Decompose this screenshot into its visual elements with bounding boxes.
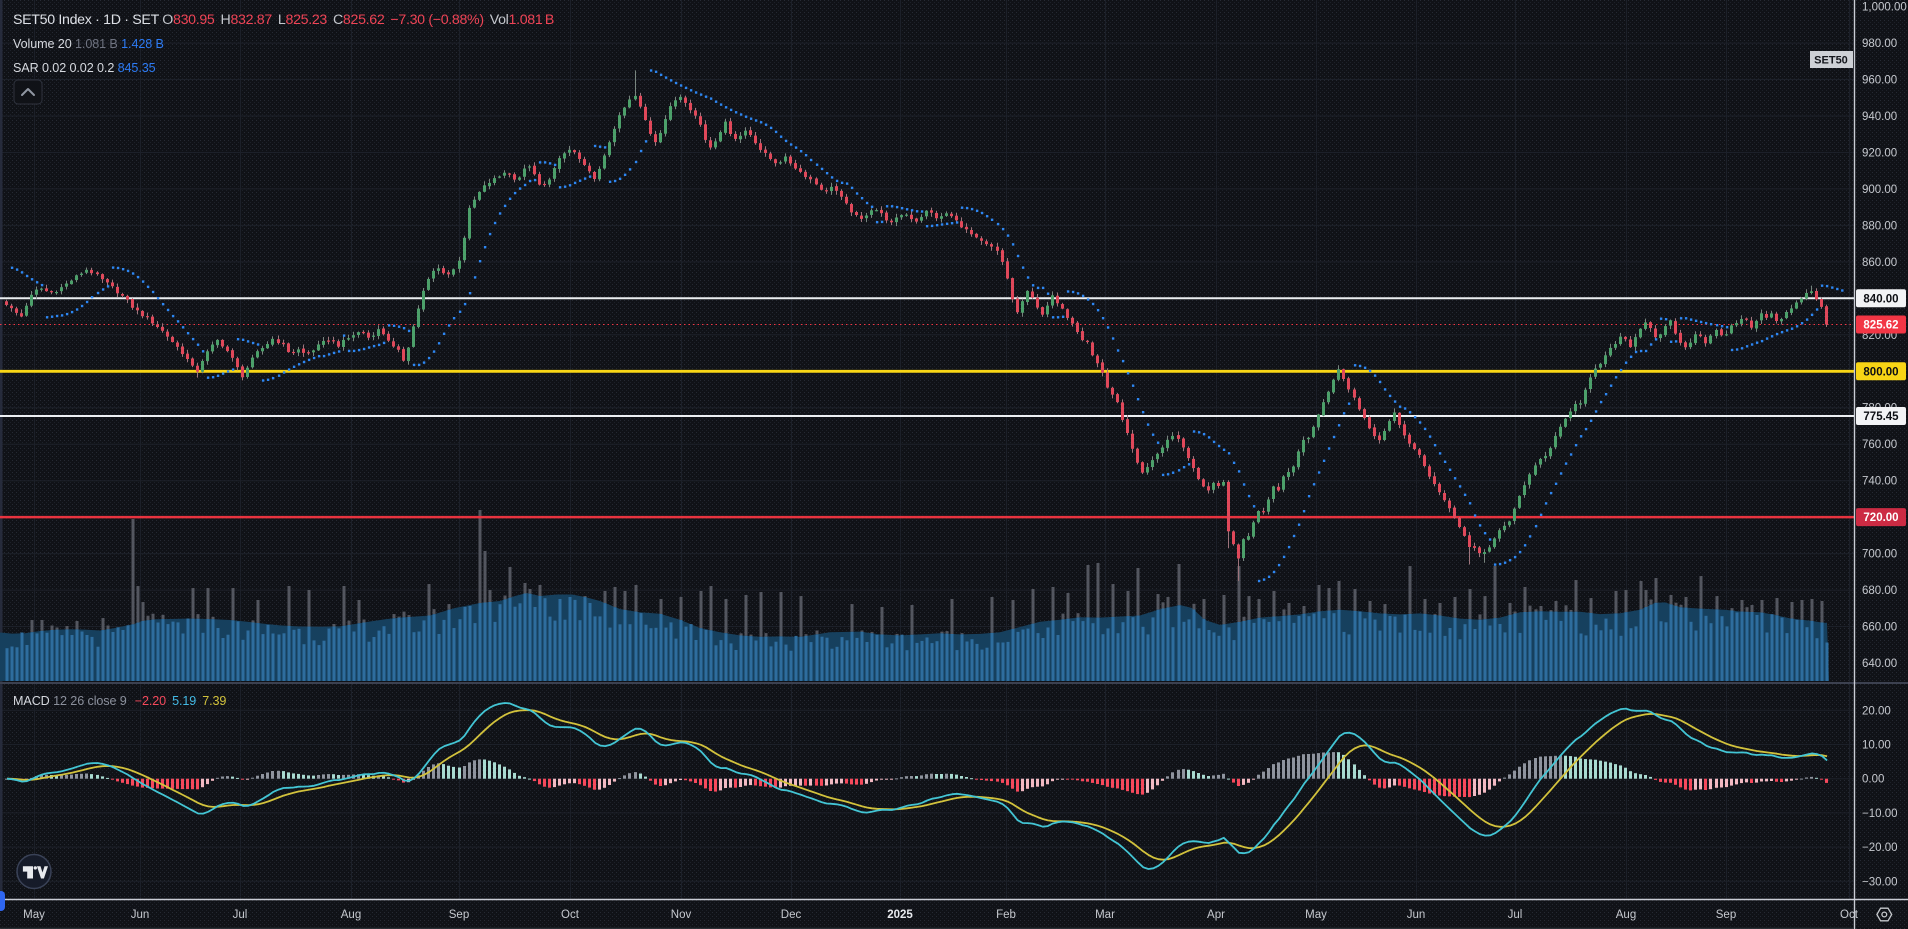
svg-text:Apr: Apr bbox=[1207, 909, 1225, 921]
svg-text:Jul: Jul bbox=[233, 909, 248, 921]
svg-text:880.00: 880.00 bbox=[1862, 220, 1897, 232]
svg-text:Nov: Nov bbox=[671, 909, 692, 921]
svg-text:Aug: Aug bbox=[1616, 909, 1636, 921]
svg-text:700.00: 700.00 bbox=[1862, 549, 1897, 561]
svg-text:800.00: 800.00 bbox=[1863, 366, 1898, 378]
svg-text:May: May bbox=[1305, 909, 1327, 921]
svg-text:940.00: 940.00 bbox=[1862, 111, 1897, 123]
svg-text:825.62: 825.62 bbox=[1863, 320, 1898, 332]
svg-text:980.00: 980.00 bbox=[1862, 38, 1897, 50]
svg-text:760.00: 760.00 bbox=[1862, 439, 1897, 451]
svg-text:Jul: Jul bbox=[1508, 909, 1523, 921]
svg-text:640.00: 640.00 bbox=[1862, 658, 1897, 670]
svg-text:775.45: 775.45 bbox=[1863, 411, 1899, 423]
svg-text:−20.00: −20.00 bbox=[1862, 842, 1898, 854]
svg-text:20.00: 20.00 bbox=[1862, 705, 1891, 717]
svg-text:Dec: Dec bbox=[781, 909, 802, 921]
svg-text:Aug: Aug bbox=[341, 909, 361, 921]
svg-text:860.00: 860.00 bbox=[1862, 257, 1897, 269]
svg-text:740.00: 740.00 bbox=[1862, 476, 1897, 488]
svg-text:660.00: 660.00 bbox=[1862, 622, 1897, 634]
svg-text:Feb: Feb bbox=[996, 909, 1016, 921]
svg-text:1,000.00: 1,000.00 bbox=[1862, 2, 1907, 14]
svg-text:720.00: 720.00 bbox=[1863, 512, 1898, 524]
svg-text:Sep: Sep bbox=[449, 909, 469, 921]
svg-text:MACD 12 26 close 9−2.205.197.3: MACD 12 26 close 9 −2.20 5.19 7.39 bbox=[13, 694, 226, 708]
svg-text:680.00: 680.00 bbox=[1862, 585, 1897, 597]
svg-text:920.00: 920.00 bbox=[1862, 148, 1897, 160]
svg-text:2025: 2025 bbox=[887, 909, 913, 921]
svg-text:840.00: 840.00 bbox=[1863, 293, 1898, 305]
svg-text:10.00: 10.00 bbox=[1862, 740, 1891, 752]
svg-text:−10.00: −10.00 bbox=[1862, 808, 1898, 820]
svg-text:Jun: Jun bbox=[131, 909, 150, 921]
svg-text:May: May bbox=[23, 909, 45, 921]
svg-text:Oct: Oct bbox=[1840, 909, 1859, 921]
svg-text:Oct: Oct bbox=[561, 909, 580, 921]
svg-text:SET50 Index · 1D · SET O830.95: SET50 Index · 1D · SET O830.95 H832.87 L82… bbox=[13, 12, 554, 28]
svg-text:900.00: 900.00 bbox=[1862, 184, 1897, 196]
svg-text:SAR 0.02 0.02 0.2 845.35: SAR 0.02 0.02 0.2 845.35 bbox=[13, 61, 156, 75]
svg-text:−30.00: −30.00 bbox=[1862, 876, 1898, 888]
svg-text:SET50: SET50 bbox=[1814, 55, 1848, 67]
svg-text:Jun: Jun bbox=[1407, 909, 1426, 921]
svg-text:Sep: Sep bbox=[1716, 909, 1736, 921]
svg-text:0.00: 0.00 bbox=[1862, 774, 1884, 786]
svg-text:Volume 20 1.081 B 1.428 B: Volume 20 1.081 B 1.428 B bbox=[13, 37, 164, 51]
svg-text:Mar: Mar bbox=[1095, 909, 1115, 921]
svg-text:960.00: 960.00 bbox=[1862, 75, 1897, 87]
